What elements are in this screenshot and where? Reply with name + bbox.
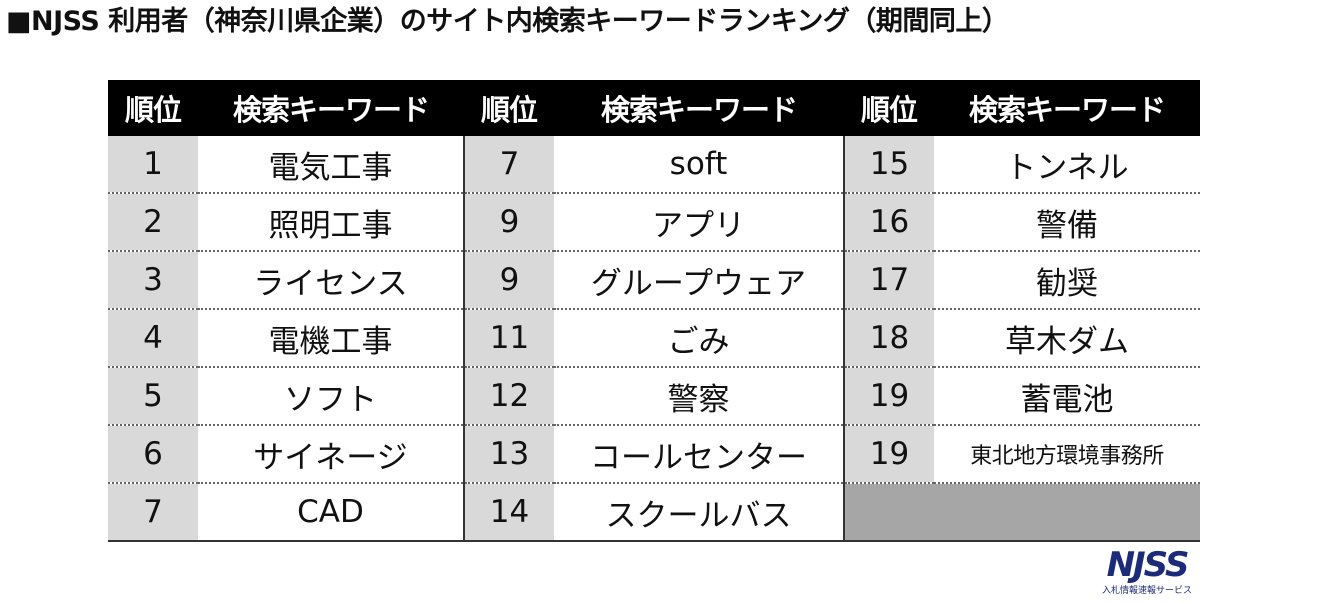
rank-cell: 17 <box>844 251 934 310</box>
rank-cell: 3 <box>108 251 198 310</box>
logo-subtitle: 入札情報速報サービス <box>1101 586 1192 596</box>
keyword-cell: 警備 <box>934 193 1200 252</box>
rank-cell: 6 <box>108 425 198 484</box>
rank-cell: 9 <box>464 251 554 310</box>
table-row: 7 CAD 14 スクールバス <box>108 483 1200 542</box>
empty-keyword-cell <box>934 483 1200 542</box>
keyword-cell: スクールバス <box>554 483 845 542</box>
keyword-cell: 勧奨 <box>934 251 1200 310</box>
header-rank-3: 順位 <box>844 80 934 136</box>
keyword-cell: コールセンター <box>554 425 845 484</box>
rank-cell: 12 <box>464 367 554 426</box>
keyword-cell: soft <box>554 136 845 194</box>
keyword-cell: アプリ <box>554 193 845 252</box>
keyword-cell: CAD <box>198 483 465 542</box>
table-row: 3 ライセンス 9 グループウェア 17 勧奨 <box>108 251 1200 310</box>
header-keyword-3: 検索キーワード <box>934 80 1200 136</box>
rank-cell: 19 <box>844 367 934 426</box>
ranking-table: 順位 検索キーワード 順位 検索キーワード 順位 検索キーワード 1 電気工事 … <box>108 80 1200 542</box>
rank-cell: 5 <box>108 367 198 426</box>
keyword-cell: 蓄電池 <box>934 367 1200 426</box>
keyword-cell: ソフト <box>198 367 465 426</box>
table-row: 4 電機工事 11 ごみ 18 草木ダム <box>108 309 1200 368</box>
rank-cell: 13 <box>464 425 554 484</box>
rank-cell: 9 <box>464 193 554 252</box>
keyword-cell: 電機工事 <box>198 309 465 368</box>
table-row: 5 ソフト 12 警察 19 蓄電池 <box>108 367 1200 426</box>
keyword-cell: 草木ダム <box>934 309 1200 368</box>
keyword-cell: 電気工事 <box>198 136 465 194</box>
table-header-row: 順位 検索キーワード 順位 検索キーワード 順位 検索キーワード <box>108 80 1200 136</box>
rank-cell: 7 <box>464 136 554 194</box>
rank-cell: 18 <box>844 309 934 368</box>
rank-cell: 15 <box>844 136 934 194</box>
keyword-cell: 照明工事 <box>198 193 465 252</box>
keyword-cell: 警察 <box>554 367 845 426</box>
header-keyword-2: 検索キーワード <box>554 80 844 136</box>
njss-logo: NJSS 入札情報速報サービス <box>1093 546 1201 596</box>
rank-cell: 16 <box>844 193 934 252</box>
rank-cell: 7 <box>108 483 198 542</box>
logo-wordmark: NJSS <box>1106 545 1190 585</box>
empty-rank-cell <box>844 483 934 542</box>
rank-cell: 4 <box>108 309 198 368</box>
keyword-cell: グループウェア <box>554 251 845 310</box>
rank-cell: 11 <box>464 309 554 368</box>
keyword-cell: 東北地方環境事務所 <box>934 425 1200 484</box>
keyword-cell: ごみ <box>554 309 845 368</box>
rank-cell: 2 <box>108 193 198 252</box>
rank-cell: 1 <box>108 136 198 194</box>
rank-cell: 19 <box>844 425 934 484</box>
header-rank-2: 順位 <box>464 80 554 136</box>
keyword-cell: トンネル <box>934 136 1200 194</box>
header-keyword-1: 検索キーワード <box>198 80 464 136</box>
table-row: 2 照明工事 9 アプリ 16 警備 <box>108 193 1200 252</box>
keyword-cell: ライセンス <box>198 251 465 310</box>
table-row: 6 サイネージ 13 コールセンター 19 東北地方環境事務所 <box>108 425 1200 484</box>
table-row: 1 電気工事 7 soft 15 トンネル <box>108 136 1200 194</box>
header-rank-1: 順位 <box>108 80 198 136</box>
keyword-cell: サイネージ <box>198 425 465 484</box>
rank-cell: 14 <box>464 483 554 542</box>
page-title: ■NJSS 利用者（神奈川県企業）のサイト内検索キーワードランキング（期間同上） <box>6 6 1009 37</box>
